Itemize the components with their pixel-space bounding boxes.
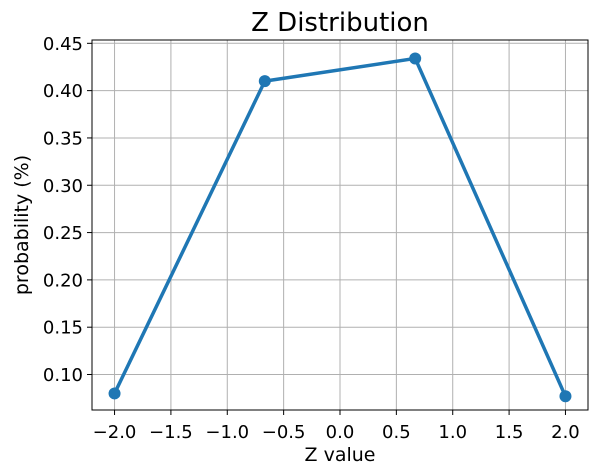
y-tick-label: 0.25	[43, 223, 83, 244]
y-tick-label: 0.20	[43, 270, 83, 291]
plot-frame	[91, 39, 589, 411]
y-tick-label: 0.30	[43, 176, 83, 197]
data-point	[559, 390, 572, 403]
y-tick-label: 0.15	[43, 318, 83, 339]
data-point	[108, 387, 121, 400]
y-axis-label: probability (%)	[11, 155, 33, 295]
data-point	[409, 52, 422, 65]
x-tick-label: −1.5	[149, 422, 193, 443]
x-tick-label: 0.0	[326, 422, 355, 443]
y-tick-label: 0.10	[43, 365, 83, 386]
x-tick-label: −0.5	[262, 422, 306, 443]
y-tick-label: 0.35	[43, 128, 83, 149]
series-layer	[108, 52, 572, 403]
y-tick-label: 0.45	[43, 34, 83, 55]
x-tick-label: −1.0	[205, 422, 249, 443]
x-axis-ticks: −2.0 −1.5 −1.0 −0.5 0.0 0.5 1.0 1.5 2.0	[93, 410, 580, 443]
data-point	[258, 75, 271, 88]
x-tick-label: 1.0	[438, 422, 467, 443]
y-axis-ticks: 0.10 0.15 0.20 0.25 0.30 0.35 0.40 0.45	[43, 34, 92, 386]
x-axis-label: Z value	[305, 444, 376, 466]
x-tick-label: 0.5	[382, 422, 411, 443]
y-tick-label: 0.40	[43, 81, 83, 102]
x-tick-label: −2.0	[93, 422, 137, 443]
series-line	[112, 56, 568, 399]
x-tick-label: 2.0	[551, 422, 580, 443]
grid-layer	[92, 40, 588, 410]
x-tick-label: 1.5	[495, 422, 524, 443]
chart-title: Z Distribution	[251, 8, 429, 38]
